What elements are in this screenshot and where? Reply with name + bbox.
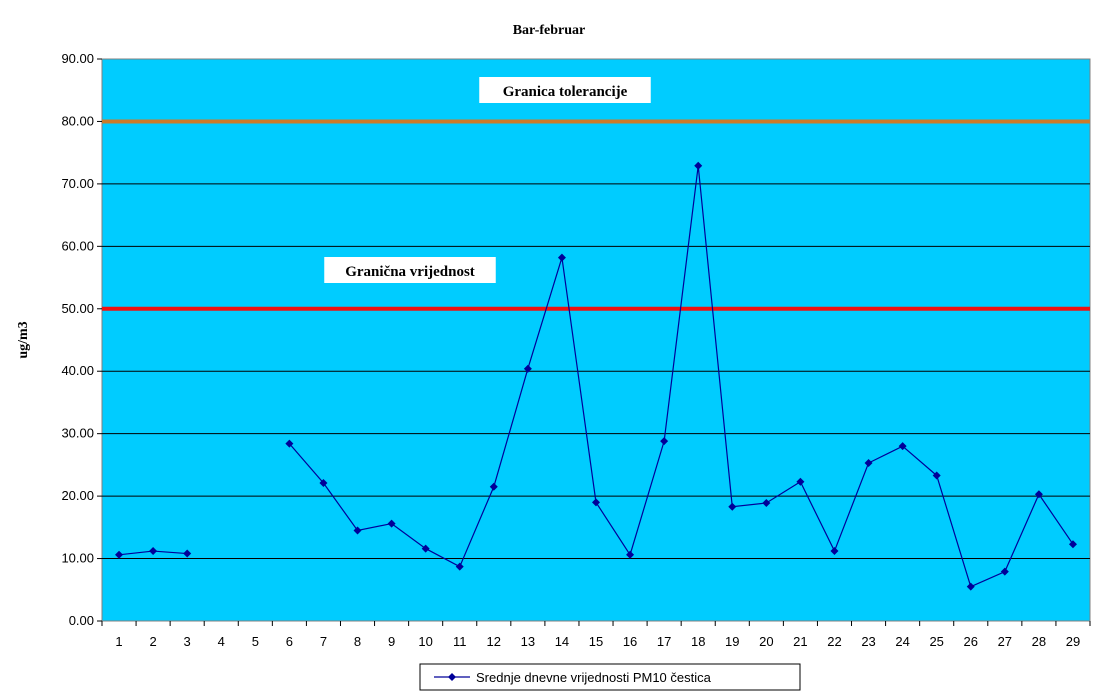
y-tick-label: 10.00 <box>61 551 94 566</box>
x-tick-label: 27 <box>998 634 1012 649</box>
x-tick-label: 6 <box>286 634 293 649</box>
reference-line-label: Granica tolerancije <box>503 84 628 100</box>
data-point <box>421 544 430 553</box>
y-tick-label: 50.00 <box>61 301 94 316</box>
x-tick-label: 17 <box>657 634 671 649</box>
x-tick-label: 16 <box>623 634 637 649</box>
data-point <box>694 161 703 170</box>
data-point <box>966 582 975 591</box>
x-tick-label: 29 <box>1066 634 1080 649</box>
x-tick-label: 7 <box>320 634 327 649</box>
data-point <box>557 253 566 262</box>
data-point <box>830 547 839 556</box>
data-point <box>1034 490 1043 499</box>
x-tick-label: 24 <box>895 634 909 649</box>
x-tick-label: 5 <box>252 634 259 649</box>
y-tick-label: 30.00 <box>61 426 94 441</box>
x-tick-label: 1 <box>115 634 122 649</box>
y-axis-label: ug/m3 <box>16 321 31 358</box>
data-point <box>728 502 737 511</box>
data-point <box>353 526 362 535</box>
data-point <box>864 459 873 468</box>
data-point <box>660 437 669 446</box>
x-tick-label: 22 <box>827 634 841 649</box>
x-tick-label: 9 <box>388 634 395 649</box>
data-point <box>898 442 907 451</box>
data-point <box>626 550 635 559</box>
data-point <box>762 498 771 507</box>
plot-background <box>101 58 1091 622</box>
y-tick-label: 60.00 <box>61 238 94 253</box>
data-point <box>489 482 498 491</box>
y-tick-label: 40.00 <box>61 363 94 378</box>
data-point <box>1000 567 1009 576</box>
legend-marker-swatch <box>448 673 456 681</box>
data-point <box>319 478 328 487</box>
plot-area: 0.00 10.00 20.00 30.00 40.00 50.00 60.00 70.00 8… <box>61 51 1091 691</box>
chart-title: Bar-februar <box>513 23 586 38</box>
data-point <box>592 498 600 507</box>
y-tick-label: 70.00 <box>61 176 94 191</box>
reference-line-label: Granična vrijednost <box>345 264 475 280</box>
x-tick-label: 12 <box>487 634 501 649</box>
x-tick-label: 13 <box>521 634 535 649</box>
data-point <box>285 439 294 448</box>
x-tick-label: 2 <box>149 634 156 649</box>
x-tick-label: 23 <box>861 634 875 649</box>
legend-box <box>419 663 801 691</box>
data-point <box>523 364 532 373</box>
data-point <box>1068 540 1077 549</box>
series-line <box>288 165 1074 588</box>
x-tick-label: 20 <box>759 634 773 649</box>
data-point <box>183 549 192 558</box>
data-point <box>932 471 941 480</box>
x-tick-label: 4 <box>218 634 225 649</box>
data-point <box>149 547 158 556</box>
x-tick-label: 26 <box>964 634 978 649</box>
reference-line-label-box <box>479 77 651 103</box>
reference-line-label-box <box>324 257 496 283</box>
x-tick-label: 15 <box>589 634 603 649</box>
x-tick-label: 18 <box>691 634 705 649</box>
x-tick-label: 10 <box>418 634 432 649</box>
x-tick-label: 8 <box>354 634 361 649</box>
data-point <box>387 519 396 528</box>
x-tick-label: 14 <box>555 634 569 649</box>
x-tick-label: 3 <box>184 634 191 649</box>
data-point <box>455 562 464 571</box>
x-tick-label: 19 <box>725 634 739 649</box>
y-tick-label: 90.00 <box>61 51 94 66</box>
data-point <box>115 550 124 559</box>
y-tick-label: 80.00 <box>61 113 94 128</box>
x-tick-label: 28 <box>1032 634 1046 649</box>
x-tick-label: 11 <box>453 634 467 649</box>
x-tick-label: 21 <box>793 634 807 649</box>
y-tick-label: 0.00 <box>69 613 94 628</box>
x-tick-label: 25 <box>929 634 943 649</box>
y-tick-label: 20.00 <box>61 488 94 503</box>
legend-label: Srednje dnevne vrijednosti PM10 čestica <box>476 670 712 685</box>
data-point <box>796 477 805 486</box>
